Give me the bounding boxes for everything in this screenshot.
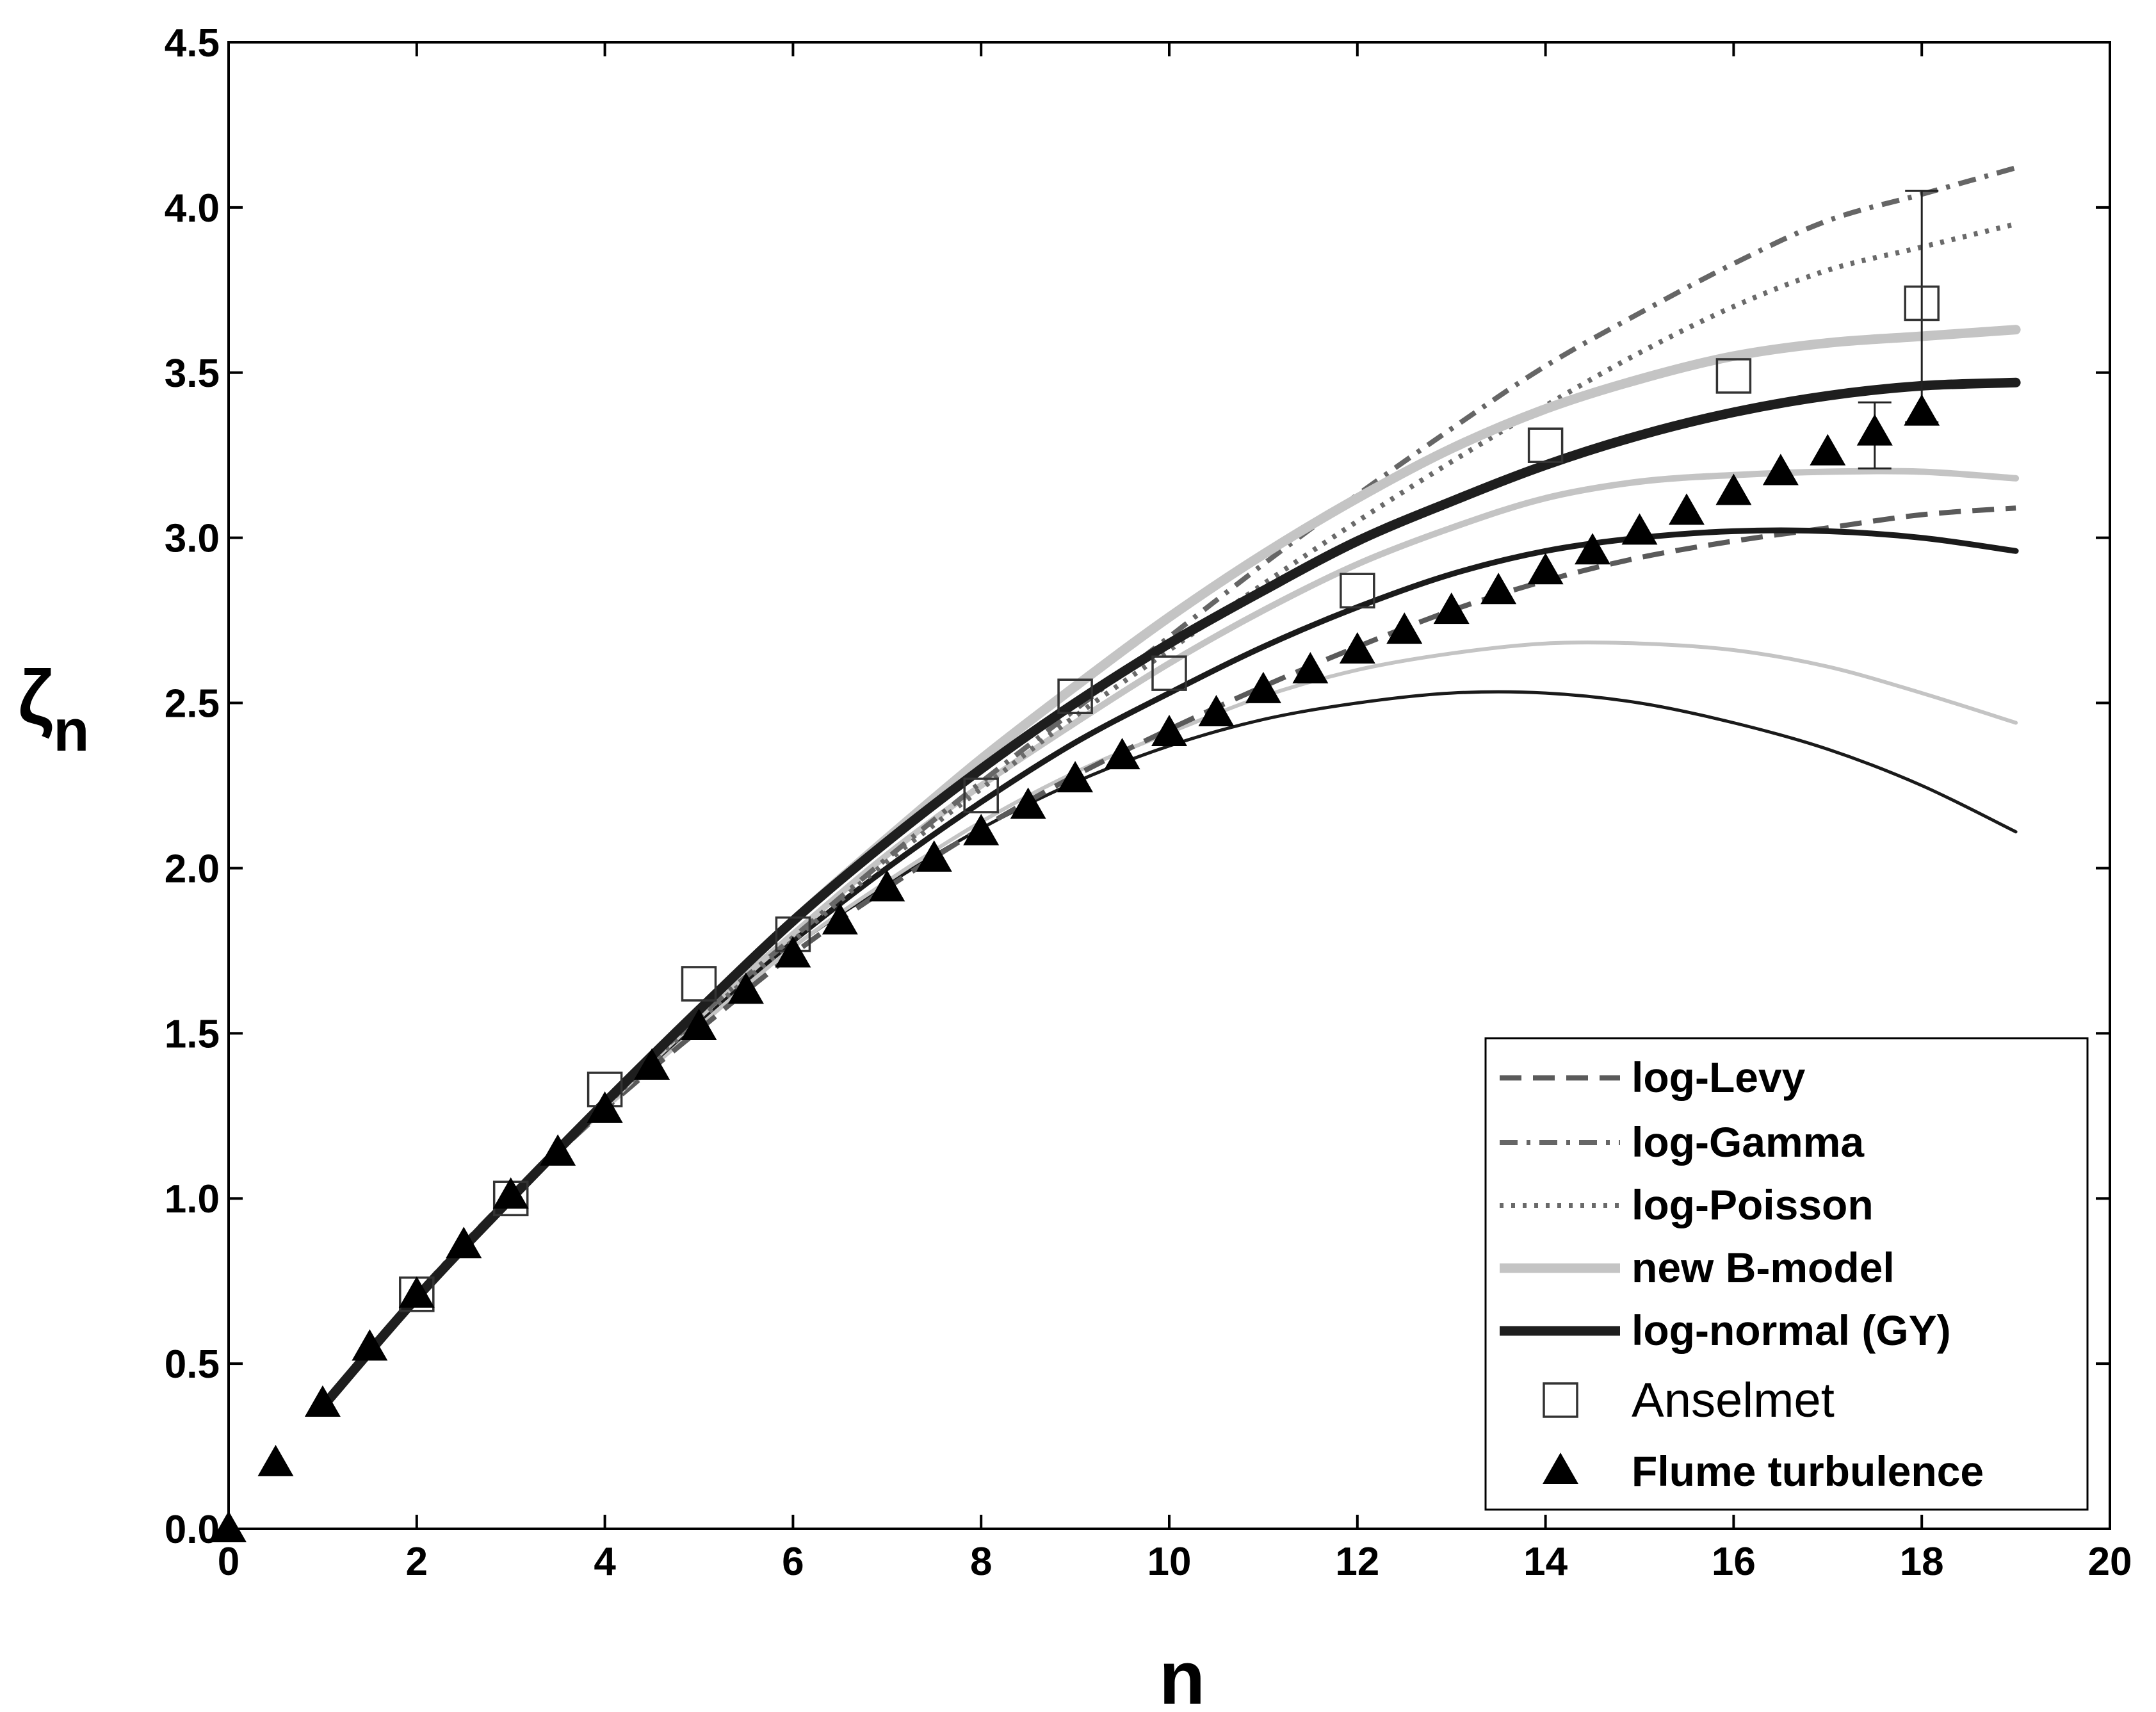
scatter-point-flume-turbulence [775, 936, 811, 968]
scatter-point-flume-turbulence [1433, 592, 1470, 624]
legend: log-Levy log-Gamma log-Poisson new B-model l… [1484, 1037, 2089, 1511]
scatter-point-flume-turbulence [681, 1009, 717, 1041]
y-tick-label: 0.5 [165, 1342, 220, 1387]
scatter-point-anselmet [1904, 285, 1940, 322]
scatter-point-flume-turbulence [304, 1385, 341, 1417]
x-tick-label: 2 [406, 1540, 428, 1584]
scatter-point-flume-turbulence [727, 972, 764, 1004]
y-tick-label: 3.0 [165, 517, 220, 561]
scatter-point-flume-turbulence [1245, 671, 1281, 703]
scatter-point-flume-turbulence [1715, 473, 1752, 505]
y-tick-label: 4.5 [165, 21, 220, 65]
scatter-point-flume-turbulence [1339, 632, 1375, 664]
y-tick-label: 0.0 [165, 1508, 220, 1552]
y-tick-label: 2.5 [165, 682, 220, 726]
scatter-point-flume-turbulence [587, 1091, 623, 1123]
scatter-point-flume-turbulence [257, 1444, 294, 1476]
scatter-point-flume-turbulence [916, 840, 952, 872]
scatter-point-flume-turbulence [1575, 533, 1611, 565]
scatter-point-flume-turbulence [1621, 513, 1658, 545]
x-tick-label: 8 [970, 1540, 992, 1584]
scatter-point-anselmet [1057, 678, 1093, 714]
scatter-point-flume-turbulence [1904, 394, 1940, 426]
scatter-point-anselmet [1715, 358, 1752, 394]
legend-item-log-poisson: log-Poisson [1632, 1181, 1874, 1228]
scatter-point-flume-turbulence [1292, 651, 1329, 683]
ticks-layer [227, 41, 2111, 1530]
legend-item-log-gamma: log-Gamma [1632, 1118, 1865, 1166]
legend-item-log-normal-gy: log-normal (GY) [1632, 1307, 1951, 1354]
legend-item-flume-turbulence-swatch [1543, 1453, 1578, 1484]
x-tick-label: 12 [1335, 1540, 1379, 1584]
x-axis-label: n [1159, 1636, 1205, 1712]
y-axis-label-main: ζ [18, 655, 53, 740]
scatter-point-flume-turbulence [1198, 695, 1235, 727]
scatter-point-flume-turbulence [1856, 414, 1893, 446]
tick-labels-layer: 0 2 4 6 8 10 12 14 16 18 20 0.0 0.5 1.0 1.5 2.0 2.5 3.0 3.… [165, 21, 2132, 1584]
scatter-point-flume-turbulence [1386, 612, 1423, 644]
legend-item-anselmet: Anselmet [1632, 1373, 1835, 1428]
y-tick-label: 4.0 [165, 186, 220, 231]
scatter-point-flume-turbulence [634, 1048, 670, 1080]
scatter-point-anselmet [1527, 427, 1564, 463]
y-tick-label: 1.5 [165, 1012, 220, 1056]
scatter-point-flume-turbulence [398, 1276, 435, 1308]
scatter-point-flume-turbulence [1010, 787, 1046, 819]
scatter-point-flume-turbulence [1151, 714, 1187, 746]
y-tick-label: 3.5 [165, 352, 220, 396]
scatter-point-flume-turbulence [446, 1227, 482, 1259]
y-tick-label: 2.0 [165, 847, 220, 891]
y-axis-label-sub: n [53, 698, 89, 763]
scatter-point-flume-turbulence [822, 902, 858, 934]
scatter-point-flume-turbulence [1668, 493, 1705, 525]
scatter-point-flume-turbulence [1480, 573, 1517, 605]
scatter-point-flume-turbulence [1104, 738, 1140, 770]
scatter-point-flume-turbulence [1057, 761, 1094, 793]
scatter-point-anselmet [681, 966, 717, 1002]
scatter-point-flume-turbulence [1810, 434, 1846, 466]
x-tick-label: 0 [218, 1540, 239, 1584]
scatter-point-anselmet [963, 778, 999, 813]
x-tick-label: 10 [1147, 1540, 1192, 1584]
scatter-point-flume-turbulence [492, 1177, 529, 1209]
x-tick-label: 14 [1523, 1540, 1568, 1584]
scatter-point-flume-turbulence [1527, 553, 1564, 585]
legend-item-new-b-model: new B-model [1632, 1244, 1895, 1291]
legend-item-anselmet-swatch [1543, 1382, 1578, 1418]
scatter-point-flume-turbulence [540, 1134, 576, 1166]
markers-layer [211, 285, 1940, 1542]
x-tick-label: 4 [594, 1540, 616, 1584]
scatter-point-anselmet [1340, 573, 1375, 608]
scatter-point-flume-turbulence [869, 870, 905, 902]
legend-item-flume-turbulence: Flume turbulence [1632, 1447, 1984, 1495]
x-tick-label: 16 [1712, 1540, 1756, 1584]
scatter-point-flume-turbulence [352, 1329, 388, 1361]
y-tick-label: 1.0 [165, 1177, 220, 1221]
scatter-point-flume-turbulence [963, 813, 1000, 845]
scatter-point-anselmet [1151, 655, 1187, 691]
y-axis-label: ζn [18, 655, 89, 763]
series-line-log-normal-gy [318, 377, 2021, 1412]
scatter-point-flume-turbulence [1762, 453, 1799, 485]
x-tick-label: 20 [2088, 1540, 2132, 1584]
legend-item-log-levy: log-Levy [1632, 1054, 1806, 1101]
legend-box [1484, 1037, 2089, 1511]
x-tick-label: 6 [782, 1540, 804, 1584]
x-tick-label: 18 [1900, 1540, 1944, 1584]
